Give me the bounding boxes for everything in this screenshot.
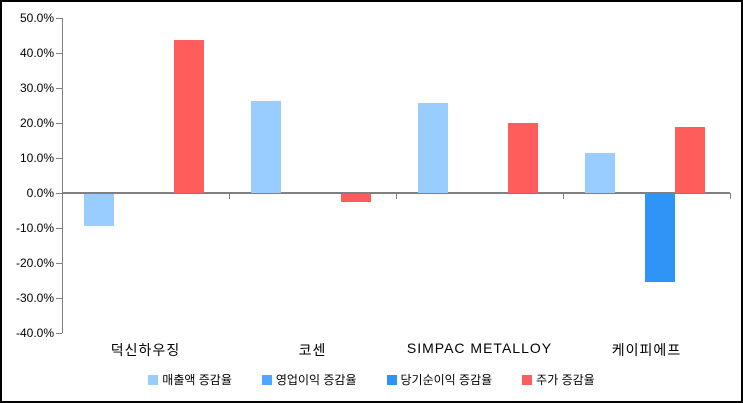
y-axis-tick-label: 50.0% xyxy=(19,11,54,25)
y-axis-tick-label: 40.0% xyxy=(19,46,54,60)
legend-item-2: 당기순이익 증감율 xyxy=(386,371,493,388)
x-axis-category-label: 코센 xyxy=(298,342,327,358)
y-tick xyxy=(56,333,62,334)
y-axis-tick-label: -40.0% xyxy=(15,326,54,340)
legend-swatch-icon xyxy=(261,374,272,385)
x-tick xyxy=(563,193,564,199)
x-axis-line xyxy=(62,192,730,194)
legend-swatch-icon xyxy=(148,374,159,385)
y-tick xyxy=(56,53,62,54)
y-axis-tick-label: -10.0% xyxy=(15,221,54,235)
y-tick xyxy=(56,298,62,299)
legend-label: 주가 증감율 xyxy=(536,373,595,387)
y-axis-tick-label: 30.0% xyxy=(19,81,54,95)
legend-item-0: 매출액 증감율 xyxy=(148,371,232,388)
bar xyxy=(251,100,281,193)
legend-label: 영업이익 증감율 xyxy=(275,373,357,387)
bar xyxy=(418,103,448,193)
y-tick xyxy=(56,193,62,194)
y-tick xyxy=(56,123,62,124)
bar xyxy=(675,127,705,193)
x-axis-category-label: 케이피에프 xyxy=(611,342,682,358)
y-tick xyxy=(56,228,62,229)
legend-swatch-icon xyxy=(386,374,397,385)
legend: 매출액 증감율 영업이익 증감율 당기순이익 증감율 주가 증감율 xyxy=(2,371,741,388)
y-axis-tick-label: 20.0% xyxy=(19,116,54,130)
bar xyxy=(341,193,371,202)
x-tick xyxy=(62,193,63,199)
bar xyxy=(585,153,615,193)
x-tick xyxy=(730,193,731,199)
legend-label: 당기순이익 증감율 xyxy=(400,373,493,387)
y-axis-tick-label: 0.0% xyxy=(26,186,54,200)
y-tick xyxy=(56,158,62,159)
bar xyxy=(174,39,204,193)
bar xyxy=(645,193,675,283)
legend-item-1: 영업이익 증감율 xyxy=(261,371,357,388)
x-tick xyxy=(396,193,397,199)
y-axis-tick-label: 10.0% xyxy=(19,151,54,165)
bar xyxy=(84,193,114,227)
bar xyxy=(508,123,538,193)
x-tick xyxy=(229,193,230,199)
y-tick xyxy=(56,88,62,89)
legend-label: 매출액 증감율 xyxy=(162,373,232,387)
y-axis-tick-label: -20.0% xyxy=(15,256,54,270)
y-axis-tick-label: -30.0% xyxy=(15,291,54,305)
y-axis-line xyxy=(62,18,63,333)
x-axis-category-label: SIMPAC METALLOY xyxy=(406,340,553,356)
legend-item-3: 주가 증감율 xyxy=(522,371,595,388)
x-axis-category-label: 덕신하우징 xyxy=(110,342,181,358)
legend-swatch-icon xyxy=(522,374,533,385)
y-tick xyxy=(56,18,62,19)
y-tick xyxy=(56,263,62,264)
